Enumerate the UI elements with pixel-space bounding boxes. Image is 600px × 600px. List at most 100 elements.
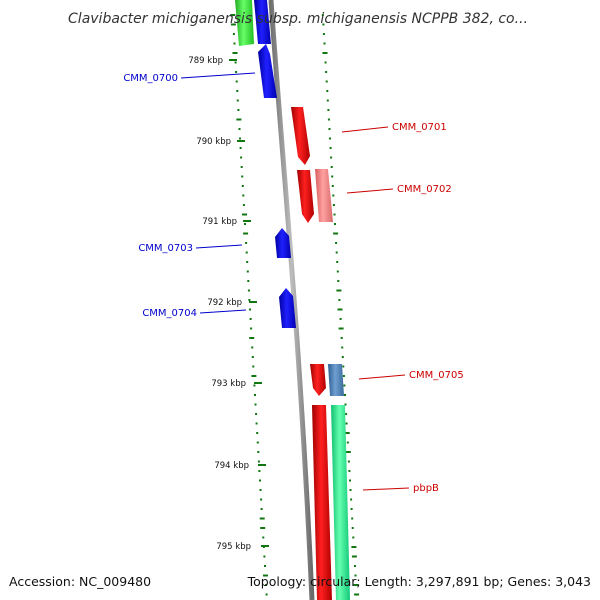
gene-label-cmm-0702[interactable]: CMM_0702	[397, 184, 452, 195]
gc-dot	[330, 156, 333, 159]
gc-dot	[262, 536, 265, 539]
gc-dot	[263, 574, 268, 577]
gc-dot	[240, 166, 243, 168]
gc-dot	[351, 555, 357, 558]
gc-dot	[346, 441, 349, 444]
accession-text: Accession: NC_009480	[9, 574, 151, 589]
gc-dot	[321, 14, 324, 16]
gc-dot	[253, 384, 256, 387]
gc-dot	[326, 99, 329, 102]
gc-dot	[353, 584, 359, 586]
gc-dot	[333, 213, 336, 216]
gc-dot	[351, 517, 354, 520]
gc-dot	[323, 42, 326, 45]
gc-dot	[254, 403, 257, 406]
gene-label-pbpb[interactable]: pbpB	[413, 483, 439, 494]
gc-dot	[256, 441, 259, 444]
gc-dot	[265, 584, 268, 586]
gc-dot	[342, 365, 345, 368]
gene-label-cmm-0705[interactable]: CMM_0705	[409, 370, 464, 381]
gc-dot	[241, 175, 244, 178]
gc-dot	[254, 394, 256, 396]
gc-dot	[345, 413, 348, 415]
gc-dot	[327, 109, 330, 111]
scale-tick-label: 791 kbp	[202, 217, 237, 227]
gc-dot	[252, 365, 255, 368]
feature-light-red-0702	[315, 169, 333, 222]
gene-label-cmm-0704[interactable]: CMM_0704	[142, 308, 197, 319]
gc-dot	[328, 128, 331, 130]
gc-dot	[332, 194, 335, 197]
gene-cmm-0700	[258, 44, 277, 98]
gc-dot	[230, 14, 236, 16]
scale-tick-label: 795 kbp	[216, 542, 251, 552]
gc-dot	[251, 356, 254, 358]
gc-dot	[337, 280, 340, 282]
gc-dot	[354, 593, 360, 596]
leader-line-cmm-0703	[195, 244, 243, 249]
gc-dot	[327, 118, 330, 121]
gc-skew-track-left	[230, 14, 268, 596]
gc-dot	[260, 527, 266, 529]
gc-dot	[345, 422, 348, 425]
gc-dot	[336, 261, 339, 263]
gene-label-cmm-0703[interactable]: CMM_0703	[138, 243, 193, 254]
gene-cmm-0702	[297, 170, 314, 223]
gc-dot	[352, 536, 355, 539]
gc-dot	[326, 90, 329, 92]
gene-cmm-0704	[279, 288, 296, 328]
gc-dot	[335, 251, 338, 254]
gc-dot	[242, 213, 247, 216]
feature-blue-top	[254, 0, 271, 44]
gc-dot	[345, 451, 351, 453]
feature-spring-green	[331, 405, 350, 600]
gene-cmm-0705	[310, 364, 326, 396]
gc-dot	[233, 42, 236, 45]
gc-dot	[324, 61, 327, 64]
gc-dot	[250, 327, 253, 330]
gc-dot	[243, 232, 249, 235]
gc-dot	[242, 194, 245, 197]
gene-label-cmm-0700[interactable]: CMM_0700	[123, 73, 178, 84]
gene-cmm-0703	[275, 228, 291, 258]
gc-dot	[259, 479, 261, 482]
leader-line-pbpb	[362, 487, 410, 491]
gc-dot	[236, 90, 239, 92]
gc-dot	[329, 137, 331, 140]
leader-line-cmm-0705	[358, 374, 406, 380]
gc-dot	[341, 346, 344, 349]
gc-dot	[332, 204, 335, 206]
gc-dot	[347, 460, 350, 463]
gc-dot	[259, 517, 265, 520]
gene-pbpb	[312, 405, 332, 600]
gc-dot	[349, 489, 352, 491]
gc-dot	[351, 527, 354, 529]
gc-dot	[257, 460, 260, 463]
gc-dot	[325, 80, 328, 83]
gc-dot	[322, 52, 328, 54]
gc-dot	[350, 508, 353, 510]
gc-dot	[246, 261, 249, 263]
gc-dot	[260, 498, 263, 501]
gc-dot	[244, 223, 246, 225]
scale-tick-label: 790 kbp	[196, 137, 231, 147]
gc-dot	[247, 289, 250, 292]
gc-dot	[263, 555, 266, 558]
gc-dot	[245, 251, 248, 254]
leader-line-cmm-0704	[199, 309, 247, 314]
scale-tick-label: 792 kbp	[207, 298, 242, 308]
gc-dot	[257, 451, 260, 453]
gc-dot	[234, 61, 237, 64]
gc-dot	[351, 546, 357, 548]
gc-dot	[246, 270, 249, 273]
gc-dot	[354, 565, 356, 567]
gc-dot	[349, 479, 351, 482]
gc-dot	[342, 375, 345, 377]
gc-dot	[344, 403, 347, 406]
gc-dot	[335, 242, 338, 244]
gc-dot	[236, 118, 242, 121]
gene-label-cmm-0701[interactable]: CMM_0701	[392, 122, 447, 133]
topology-summary-text: Topology: circular; Length: 3,297,891 bp…	[247, 574, 591, 589]
gc-dot	[260, 508, 263, 510]
